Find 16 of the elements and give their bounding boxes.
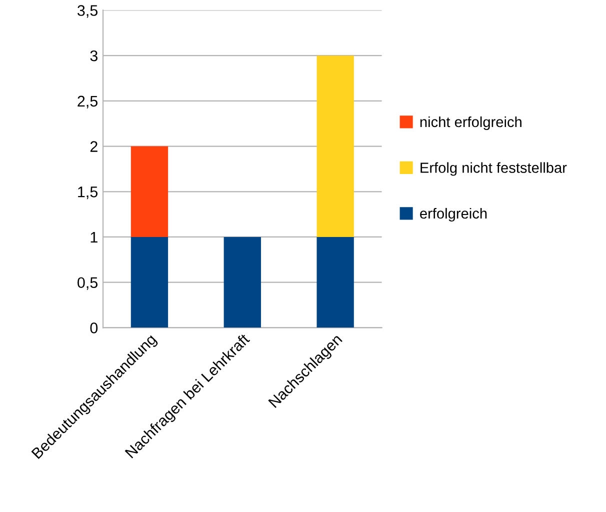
- legend-label: nicht erfolgreich: [420, 116, 522, 130]
- bar: [130, 146, 168, 237]
- legend-label: Erfolg nicht feststellbar: [420, 162, 567, 176]
- y-tick-label: 3: [90, 50, 98, 62]
- bar: [224, 236, 261, 328]
- y-tick-label: 1: [90, 232, 98, 243]
- y-tick-label: 3,5: [78, 5, 98, 18]
- y-tick-label: 0: [90, 322, 98, 334]
- y-tick-label: 2,5: [78, 96, 98, 108]
- bar: [316, 56, 354, 237]
- y-tick-label: 0,5: [78, 277, 98, 290]
- y-tick-label: 1,5: [78, 186, 98, 200]
- y-tick-label: 2: [90, 141, 98, 152]
- bar: [316, 236, 354, 328]
- legend-label: erfolgreich: [420, 208, 487, 222]
- bar: [130, 236, 168, 328]
